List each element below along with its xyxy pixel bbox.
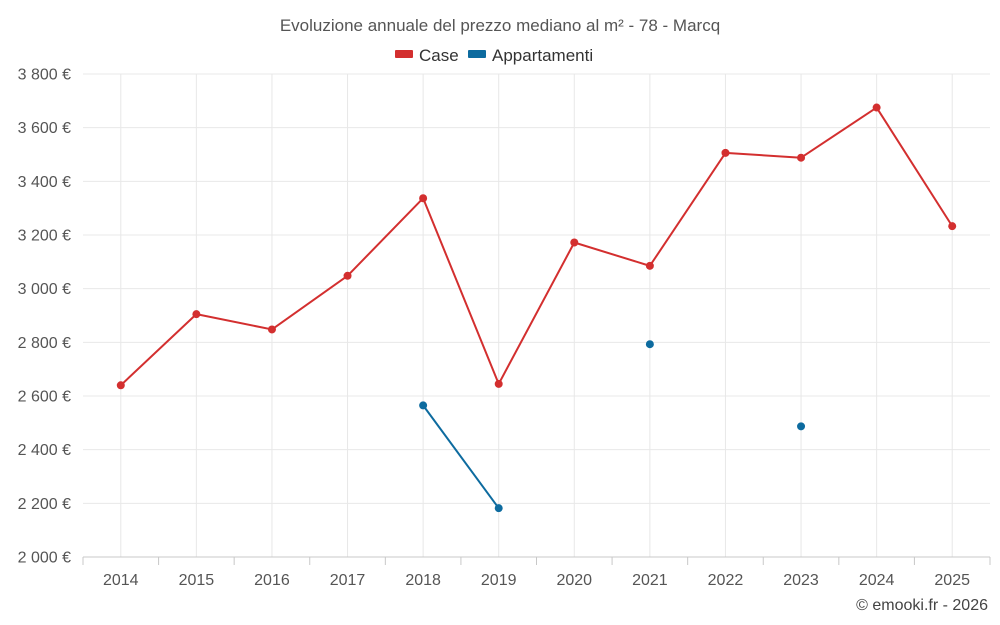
data-point[interactable] (645, 340, 654, 349)
y-axis: 2 000 € 2 200 € 2 400 € 2 600 € 2 800 € 3 000… (18, 67, 71, 567)
data-point[interactable] (494, 504, 503, 513)
data-point[interactable] (721, 148, 730, 157)
copyright-text: © emooki.fr - 2026 (856, 597, 988, 614)
series-layer (116, 103, 957, 513)
y-tick-label: 2 000 € (18, 550, 71, 567)
x-tick-label: 2022 (708, 572, 744, 589)
data-point[interactable] (267, 325, 276, 334)
x-axis: 2014 2015 2016 2017 2018 2019 2020 2021 2022 2023… (82, 556, 991, 589)
legend-swatch-case (395, 50, 413, 58)
data-point[interactable] (797, 422, 806, 431)
x-tick-label: 2017 (330, 572, 366, 589)
x-tick-label: 2018 (405, 572, 441, 589)
y-tick-label: 2 400 € (18, 442, 71, 459)
data-point[interactable] (494, 379, 503, 388)
y-tick-label: 3 000 € (18, 281, 71, 298)
series-line (422, 404, 500, 509)
x-tick-label: 2015 (179, 572, 215, 589)
legend-label-case: Case (419, 46, 459, 65)
y-tick-label: 3 600 € (18, 120, 71, 137)
data-point[interactable] (570, 238, 579, 247)
data-point[interactable] (419, 194, 428, 203)
y-tick-label: 2 800 € (18, 335, 71, 352)
x-tick-label: 2025 (934, 572, 970, 589)
data-point[interactable] (872, 103, 881, 112)
y-tick-label: 3 400 € (18, 174, 71, 191)
data-point[interactable] (116, 381, 125, 390)
data-point[interactable] (343, 271, 352, 280)
chart-title: Evoluzione annuale del prezzo mediano al… (280, 16, 720, 35)
data-point[interactable] (192, 310, 201, 319)
x-tick-label: 2014 (103, 572, 139, 589)
x-tick-label: 2021 (632, 572, 668, 589)
data-point[interactable] (797, 153, 806, 162)
legend-label-appartamenti: Appartamenti (492, 46, 593, 65)
data-point[interactable] (645, 261, 654, 270)
data-point[interactable] (419, 401, 428, 410)
x-tick-label: 2019 (481, 572, 517, 589)
y-tick-label: 2 600 € (18, 389, 71, 406)
x-tick-label: 2024 (859, 572, 895, 589)
legend-item-case[interactable]: Case (395, 46, 459, 65)
x-tick-label: 2016 (254, 572, 290, 589)
data-point[interactable] (948, 222, 957, 231)
series-case (116, 103, 957, 390)
legend-swatch-appartamenti (468, 50, 486, 58)
x-tick-label: 2020 (556, 572, 592, 589)
series-appartamenti (419, 340, 806, 513)
grid (83, 73, 990, 558)
y-tick-label: 3 800 € (18, 67, 71, 84)
y-tick-label: 3 200 € (18, 228, 71, 245)
legend: Case Appartamenti (395, 46, 593, 65)
legend-item-appartamenti[interactable]: Appartamenti (468, 46, 593, 65)
y-tick-label: 2 200 € (18, 496, 71, 513)
x-tick-label: 2023 (783, 572, 819, 589)
series-line (120, 106, 954, 386)
